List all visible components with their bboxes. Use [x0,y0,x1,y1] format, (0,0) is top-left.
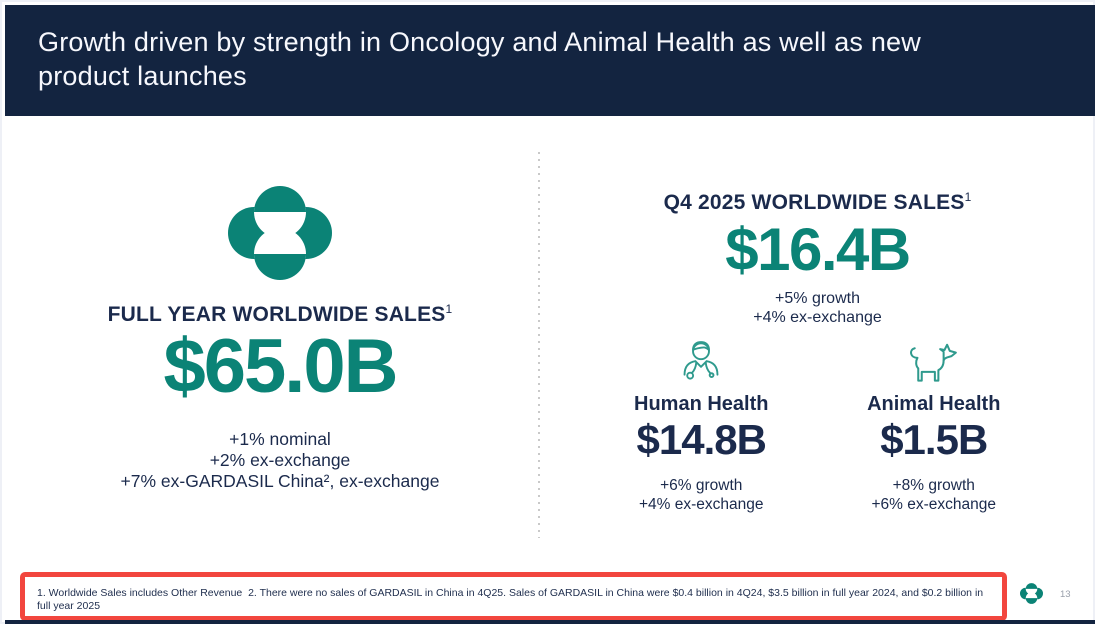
note-q4-ex-exchange: +4% ex-exchange [753,309,882,326]
full-year-sales-notes: +1% nominal +2% ex-exchange +7% ex-GARDA… [60,429,500,492]
animal-health-icon [818,337,1051,387]
animal-health-value: $1.5B [880,416,988,463]
animal-health-notes: +8% growth +6% ex-exchange [818,476,1051,514]
segment-row: Human Health $14.8B +6% growth +4% ex-ex… [585,337,1050,514]
human-health-value: $14.8B [636,416,767,463]
merck-logo-icon [228,186,332,280]
note-ah-growth: +8% growth [892,477,975,494]
page-title-line2: product launches [38,61,247,91]
footnote-ref-1: 1 [445,302,453,316]
footnote-ref-1: 1 [964,190,972,204]
note-hh-ex-exchange: +4% ex-exchange [638,496,764,513]
note-ex-exchange-growth: +2% ex-exchange [209,450,351,470]
human-health-notes: +6% growth +4% ex-exchange [585,476,818,514]
human-health-icon [585,337,818,387]
full-year-sales-label-text: FULL YEAR WORLDWIDE SALES [107,303,446,326]
q4-sales-notes: +5% growth +4% ex-exchange [585,289,1050,327]
full-year-sales-label: FULL YEAR WORLDWIDE SALES1 [60,302,500,327]
note-nominal-growth: +1% nominal [229,429,331,449]
note-ex-gardasil-growth: +7% ex-GARDASIL China², ex-exchange [120,471,440,491]
page-number: 13 [1060,589,1071,600]
merck-logo-small-icon [1020,583,1043,604]
full-year-sales-panel: FULL YEAR WORLDWIDE SALES1 $65.0B +1% no… [60,150,500,492]
q4-sales-panel: Q4 2025 WORLDWIDE SALES1 $16.4B +5% grow… [585,150,1050,514]
q4-sales-label-text: Q4 2025 WORLDWIDE SALES [663,191,965,214]
animal-health-label: Animal Health [867,393,1001,415]
q4-sales-label: Q4 2025 WORLDWIDE SALES1 [585,190,1050,215]
footnote-annotation-box: 1. Worldwide Sales includes Other Revenu… [20,572,1007,621]
page-title: Growth driven by strength in Oncology an… [38,27,921,57]
human-health-segment: Human Health $14.8B +6% growth +4% ex-ex… [585,337,818,514]
vertical-divider [538,152,540,538]
q4-sales-value: $16.4B [725,216,911,283]
note-hh-growth: +6% growth [660,477,743,494]
bottom-navy-bar [5,620,1095,624]
footnote-text: 1. Worldwide Sales includes Other Revenu… [37,587,984,612]
note-q4-growth: +5% growth [775,290,860,307]
note-ah-ex-exchange: +6% ex-exchange [871,496,996,513]
full-year-sales-value: $65.0B [163,324,398,409]
human-health-label: Human Health [634,393,769,415]
animal-health-segment: Animal Health $1.5B +8% growth +6% ex-ex… [818,337,1051,514]
slide-header: Growth driven by strength in Oncology an… [5,5,1095,116]
